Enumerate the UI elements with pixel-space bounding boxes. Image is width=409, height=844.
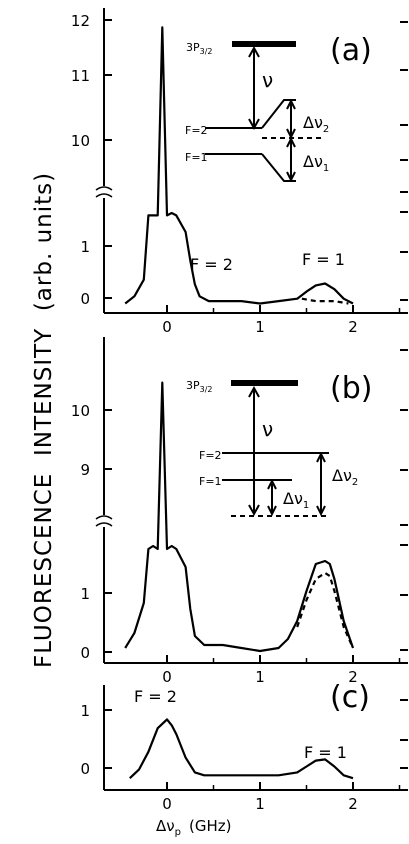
x-axis-label: Δνp (GHz)	[156, 817, 231, 838]
level-label-3p: 3P3/2	[186, 41, 213, 56]
panel-label: (b)	[330, 371, 372, 406]
dnu2-label-a: Δν2	[303, 113, 329, 135]
x-tick-label: 0	[162, 795, 172, 813]
y-axis-label: FLUORESCENCE INTENSITY (arb. units)	[31, 172, 57, 668]
level-f2-a: F=2	[185, 124, 208, 137]
dnu2-label-b: Δν2	[332, 466, 358, 488]
x-tick-label: 1	[255, 795, 265, 813]
axis-break	[95, 515, 113, 527]
dnu1-label-b: Δν1	[283, 489, 309, 511]
x-tick-label: 2	[348, 795, 358, 813]
panel-b: 0 1 9 10 0 1 2 (b)	[71, 337, 408, 686]
nu-label-b: ν	[262, 417, 273, 441]
panel-label: (c)	[330, 680, 370, 715]
x-tick-label: 0	[162, 668, 172, 686]
x-tick-label: 1	[255, 318, 265, 336]
series-line-dashed	[301, 297, 349, 305]
level-label-3p-b: 3P3/2	[186, 379, 213, 394]
level-f2-shift	[261, 99, 296, 129]
x-tick-label: 0	[162, 318, 172, 336]
nu-arrow-heads-a	[248, 45, 260, 131]
x-tick-label: 2	[348, 318, 358, 336]
inset-a: 3P3/2 F=2 F=1 ν Δν2 Δν1	[185, 41, 329, 183]
y-tick-label: 11	[71, 67, 90, 85]
nu-label-a: ν	[262, 68, 273, 92]
y-tick-label: 0	[80, 644, 90, 662]
y-tick-label: 9	[80, 461, 90, 479]
dnu1-arrow-heads-a	[286, 136, 296, 183]
peak-annotation: F = 2	[190, 255, 233, 274]
level-f1-b: F=1	[199, 475, 222, 488]
peak-annotation: F = 1	[304, 743, 347, 762]
y-tick-label: 0	[80, 290, 90, 308]
series-line-dashed	[296, 571, 355, 649]
series-line-solid	[129, 718, 354, 780]
panel-c: 0 1 0 1 2 (c) F = 2 F = 1	[80, 680, 408, 813]
y-tick-label: 10	[71, 402, 90, 420]
y-tick-label: 12	[71, 12, 90, 30]
peak-annotation: F = 2	[134, 687, 177, 706]
axis-break	[95, 186, 113, 198]
series-line-solid	[124, 26, 354, 305]
dnu1-label-a: Δν1	[303, 152, 329, 174]
y-tick-label: 1	[80, 238, 90, 256]
peak-annotation: F = 1	[302, 250, 345, 269]
x-tick-label: 2	[348, 668, 358, 686]
nu-arrow-heads-b	[248, 385, 260, 517]
level-f2-b: F=2	[199, 449, 222, 462]
x-tick-label: 1	[255, 668, 265, 686]
y-tick-label: 10	[71, 132, 90, 150]
series-line-solid	[124, 381, 355, 653]
y-tick-label: 1	[80, 702, 90, 720]
dnu2-arrow-heads-b	[316, 451, 326, 517]
panel-label: (a)	[330, 33, 372, 68]
level-f1-a: F=1	[185, 151, 208, 164]
y-tick-label: 1	[80, 585, 90, 603]
dnu1-arrow-heads-b	[267, 478, 277, 517]
level-f1-shift	[261, 153, 296, 182]
y-tick-label: 0	[80, 760, 90, 778]
inset-b: 3P3/2 F=2 F=1 ν Δν1 Δν2	[186, 379, 358, 517]
